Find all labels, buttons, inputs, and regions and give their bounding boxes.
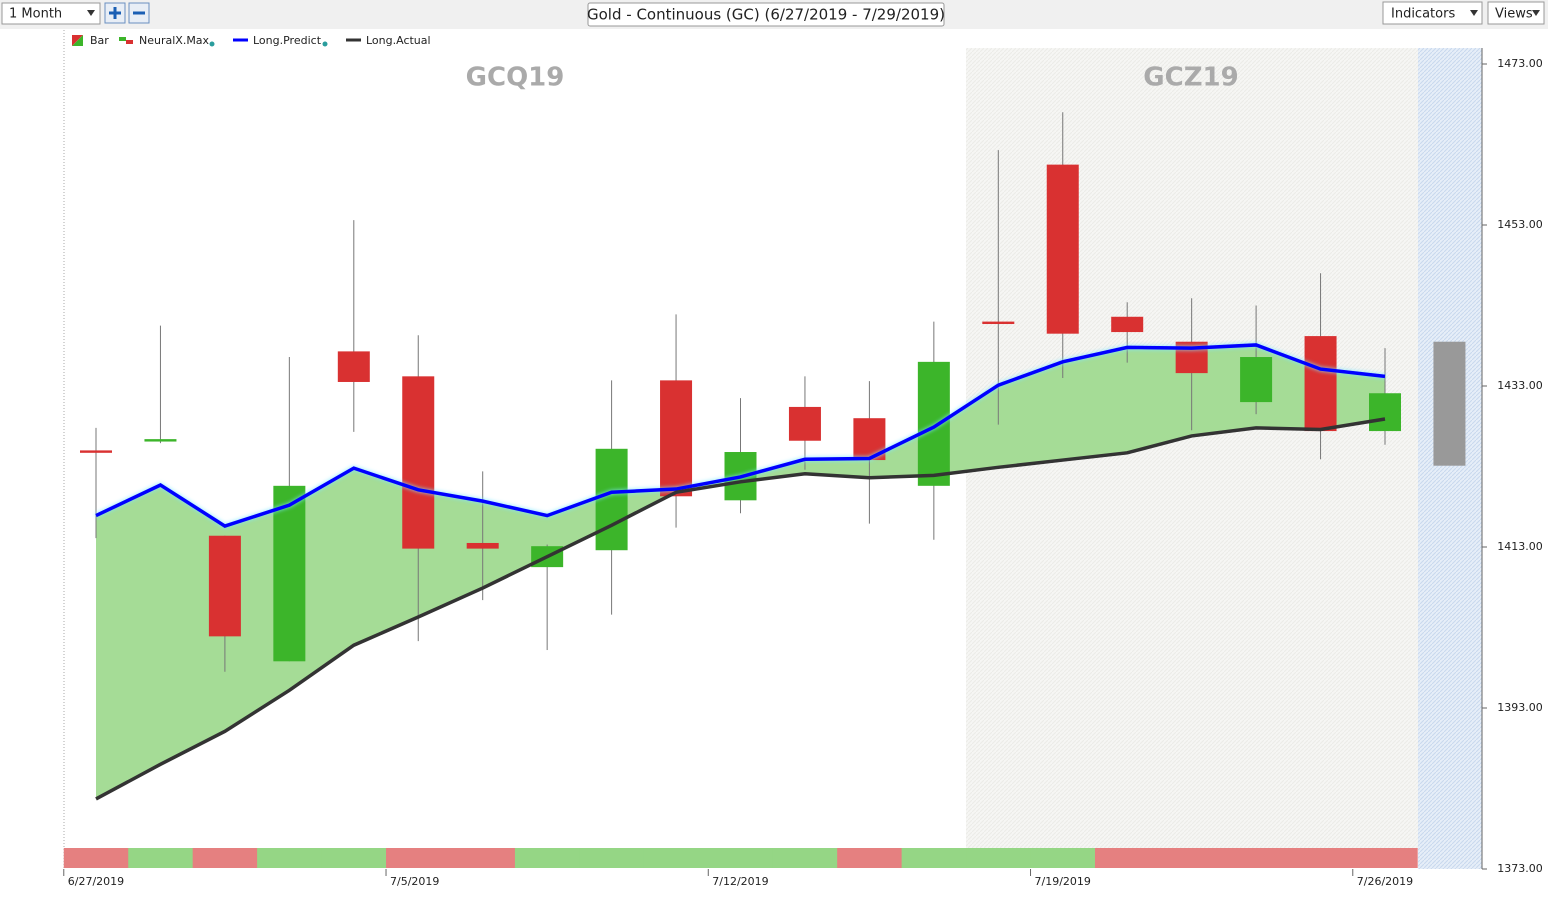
dropdown-arrow — [1532, 10, 1540, 16]
indicators-button[interactable] — [1382, 1, 1483, 25]
candle-body — [80, 450, 112, 453]
signal-segment — [708, 848, 774, 868]
signal-segment — [837, 848, 903, 868]
signal-segment — [450, 848, 516, 868]
views-text: Views — [1495, 7, 1533, 22]
x-tick-label: 6/27/2019 — [68, 875, 124, 888]
candle-body — [660, 380, 693, 497]
signal-segment — [128, 848, 194, 868]
y-tick-label: 1393.00 — [1497, 701, 1543, 714]
signal-segment — [1288, 848, 1354, 868]
candle-body — [466, 542, 499, 549]
line-series — [95, 343, 1386, 528]
legend-icon — [126, 40, 133, 44]
y-tick-label: 1433.00 — [1497, 379, 1543, 392]
y-tick-label: 1453.00 — [1497, 218, 1543, 231]
signal-segment — [514, 848, 580, 868]
candle-body — [402, 376, 435, 549]
candle-body — [917, 361, 950, 486]
signal-segment — [1094, 848, 1160, 868]
signal-segment — [1352, 848, 1418, 868]
signal-segment — [1159, 848, 1225, 868]
contract-label: GCQ19 — [466, 63, 565, 93]
toolbar: 1 Month Gold - Continuous (GC) (6/27/201… — [0, 0, 1548, 29]
candle-body — [208, 535, 241, 637]
signal-segment — [579, 848, 645, 868]
signal-segment — [192, 848, 258, 868]
y-tick-label: 1473.00 — [1497, 57, 1543, 70]
candle-body — [273, 485, 306, 662]
plus-icon — [109, 7, 121, 19]
views-button[interactable] — [1487, 1, 1545, 25]
indicators-text: Indicators — [1391, 7, 1455, 22]
legend: Bar NeuralX.Max Long.Predict Long.Actual — [72, 34, 431, 47]
legend-dot — [209, 41, 215, 47]
dropdown-arrow — [1470, 10, 1478, 16]
line-series — [95, 417, 1386, 801]
contract-label: GCZ19 — [1143, 63, 1238, 93]
signal-segment — [643, 848, 709, 868]
candle-body — [337, 351, 370, 382]
candle-body — [1240, 357, 1273, 403]
legend-label: Long.Predict — [253, 34, 322, 47]
period-text: 1 Month — [9, 7, 62, 22]
x-tick-label: 7/26/2019 — [1357, 875, 1413, 888]
title-box — [587, 2, 945, 27]
x-tick-label: 7/5/2019 — [390, 875, 439, 888]
candle-body — [1046, 164, 1079, 334]
candle-body — [1111, 316, 1144, 333]
signal-segment — [901, 848, 967, 868]
x-tick-label: 7/12/2019 — [712, 875, 768, 888]
signal-segment — [1030, 848, 1096, 868]
signal-segment — [386, 848, 451, 868]
signal-segment — [772, 848, 838, 868]
x-tick-label: 7/19/2019 — [1035, 875, 1091, 888]
signal-segment — [966, 848, 1032, 868]
legend-dot — [322, 41, 328, 47]
candle-body — [1304, 336, 1337, 432]
period-select[interactable] — [1, 2, 101, 25]
signal-segment — [257, 848, 323, 868]
chart-title: Gold - Continuous (GC) (6/27/2019 - 7/29… — [587, 6, 945, 24]
legend-icon — [119, 37, 126, 41]
forecast-bar — [1433, 341, 1466, 466]
candle-body — [595, 448, 628, 551]
signal-segment — [321, 848, 387, 868]
signal-segment — [1223, 848, 1289, 868]
legend-icon — [72, 35, 83, 46]
candle-body — [1369, 393, 1401, 432]
signal-segment — [63, 848, 129, 868]
legend-label: Long.Actual — [366, 34, 431, 47]
candle-body — [982, 321, 1015, 325]
legend-label: Bar — [90, 34, 109, 47]
dropdown-arrow — [87, 10, 95, 16]
candle-body — [144, 439, 177, 442]
y-tick-label: 1373.00 — [1497, 862, 1543, 875]
legend-label: NeuralX.Max — [139, 34, 210, 47]
y-tick-label: 1413.00 — [1497, 540, 1543, 553]
candle-body — [788, 406, 821, 441]
